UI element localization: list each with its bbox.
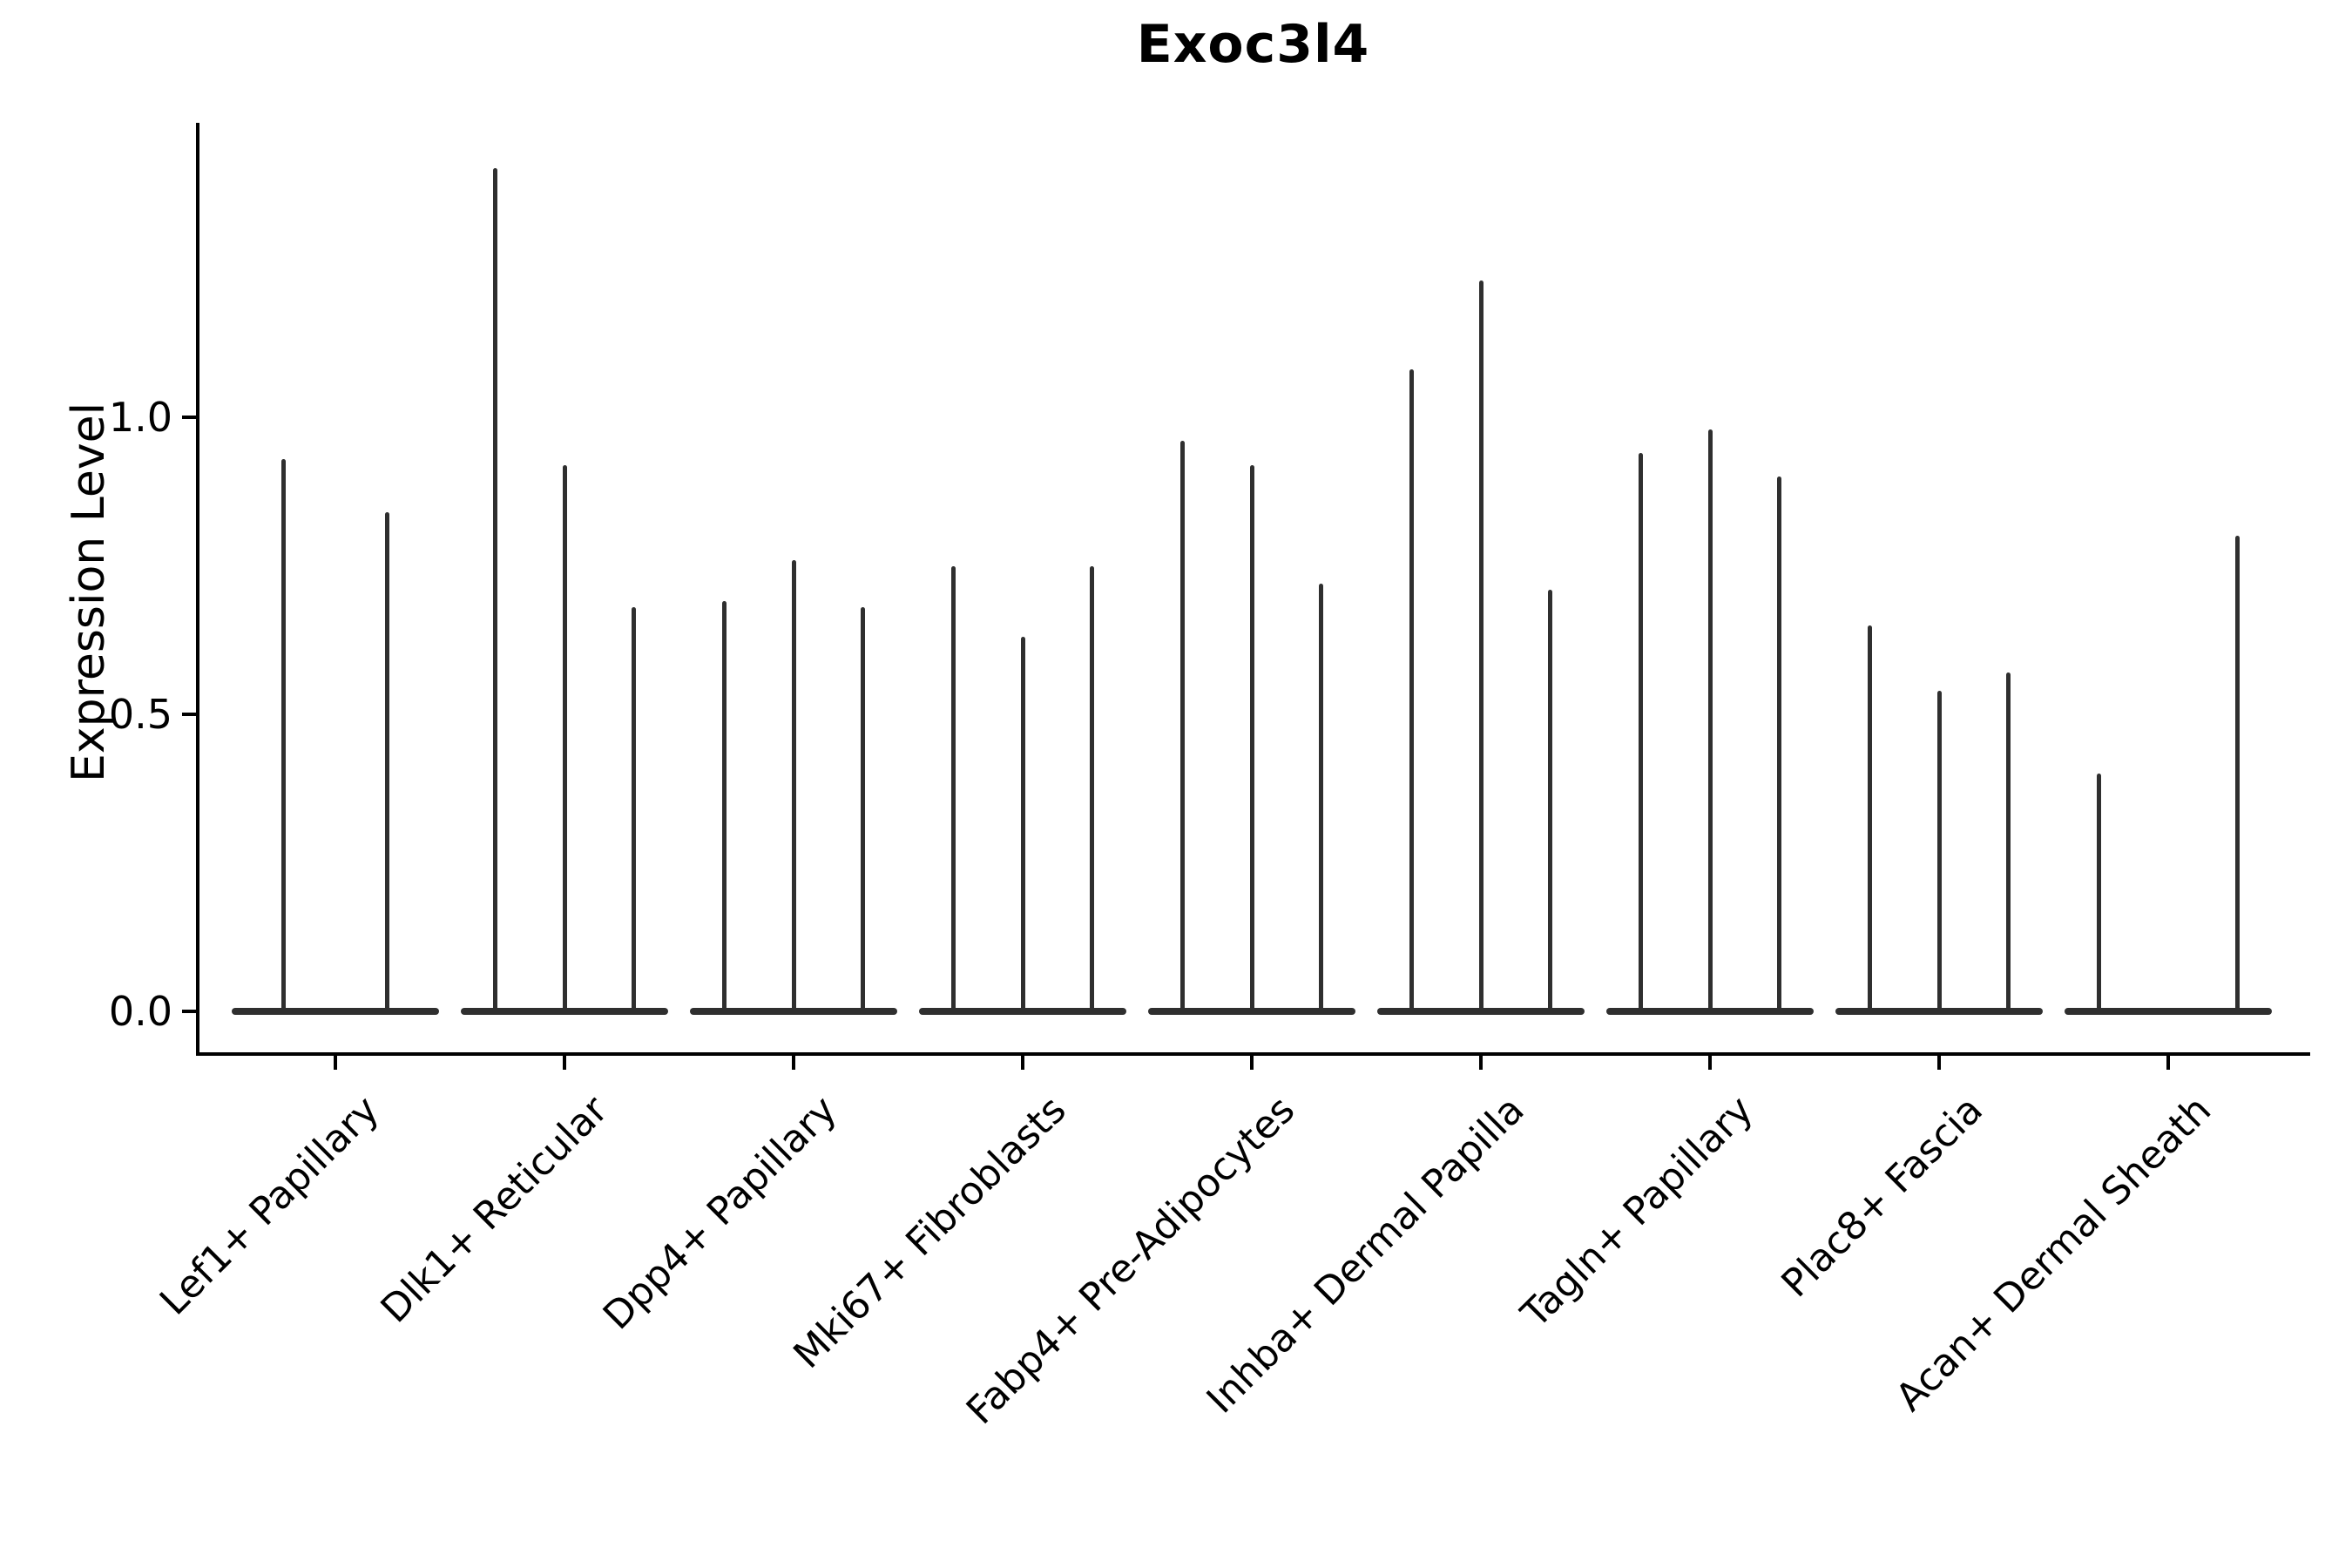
violin-spike — [791, 559, 796, 1011]
violin-spike — [722, 601, 727, 1011]
violin-spike — [2097, 774, 2102, 1011]
x-tick — [334, 1054, 337, 1070]
violin-base — [919, 1008, 1126, 1015]
x-tick — [1021, 1054, 1024, 1070]
x-tick-label: Tagln+ Papillary — [1513, 1087, 1762, 1337]
x-tick — [1479, 1054, 1483, 1070]
violin-base — [232, 1008, 439, 1015]
x-tick — [1708, 1054, 1712, 1070]
violin-spike — [1776, 476, 1781, 1011]
x-tick — [2166, 1054, 2170, 1070]
violin-spike — [562, 464, 567, 1011]
violin-base — [461, 1008, 668, 1015]
violin-base — [1377, 1008, 1585, 1015]
violin-base — [1148, 1008, 1355, 1015]
y-tick-label: 0.5 — [108, 691, 172, 738]
violin-spike — [631, 607, 636, 1011]
violin-spike — [1478, 280, 1484, 1011]
violin-base — [1606, 1008, 1814, 1015]
violin-spike — [1547, 589, 1552, 1011]
violin-spike — [2234, 536, 2240, 1011]
violin-base — [690, 1008, 897, 1015]
y-tick-label: 1.0 — [108, 394, 172, 441]
violin-spike — [860, 607, 865, 1011]
violin-spike — [1089, 565, 1094, 1011]
x-tick-label: Dpp4+ Papillary — [594, 1087, 846, 1339]
x-tick — [792, 1054, 795, 1070]
violin-spike — [1249, 464, 1254, 1011]
violin-spike — [1409, 369, 1415, 1011]
x-tick — [563, 1054, 566, 1070]
y-axis-label: Expression Level — [63, 402, 115, 783]
x-tick-label: Lef1+ Papillary — [151, 1087, 388, 1324]
violin-spike — [1707, 429, 1713, 1011]
violin-spike — [493, 167, 498, 1011]
violin-spike — [1868, 625, 1873, 1011]
y-tick — [182, 416, 198, 419]
x-tick — [1250, 1054, 1254, 1070]
violin-spike — [951, 565, 956, 1011]
violin-spike — [1318, 583, 1323, 1011]
violin-spike — [385, 512, 389, 1011]
y-tick — [182, 713, 198, 716]
x-tick — [1937, 1054, 1941, 1070]
violin-spike — [281, 458, 286, 1011]
violin-base — [1835, 1008, 2043, 1015]
violin-spike — [1936, 690, 1942, 1011]
y-axis-line — [196, 123, 199, 1056]
y-tick-label: 0.0 — [108, 988, 172, 1035]
violin-spike — [1020, 637, 1025, 1011]
chart-title: Exoc3l4 — [1136, 14, 1370, 75]
violin-base — [2065, 1008, 2272, 1015]
violin-spike — [2005, 672, 2011, 1011]
violin-spike — [1639, 452, 1644, 1011]
x-tick-label: Plac8+ Fascia — [1773, 1087, 1991, 1307]
y-tick — [182, 1010, 198, 1013]
x-tick-label: Dlk1+ Reticular — [372, 1087, 617, 1332]
violin-spike — [1180, 441, 1186, 1011]
